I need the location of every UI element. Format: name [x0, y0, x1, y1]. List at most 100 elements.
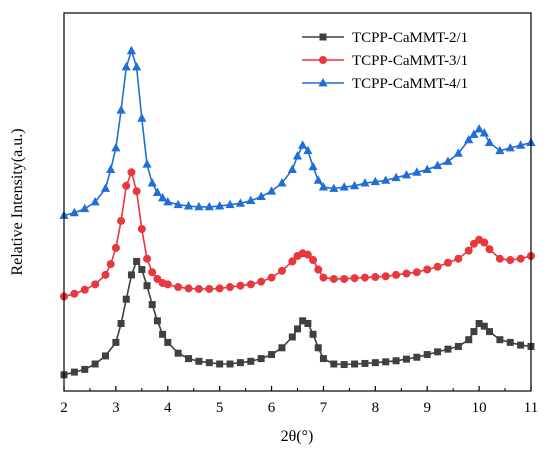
data-point [143, 254, 152, 263]
data-point [148, 268, 157, 277]
data-point [350, 274, 359, 283]
data-point [381, 175, 391, 184]
data-point [226, 283, 235, 292]
legend-item: TCPP-CaMMT-3/1 [302, 53, 468, 69]
data-point [443, 258, 452, 267]
data-point [351, 360, 359, 368]
x-tick-label: 3 [112, 400, 120, 416]
data-point [402, 355, 410, 363]
data-point [495, 254, 504, 263]
data-point [433, 262, 442, 271]
data-point [236, 281, 245, 290]
data-point [91, 360, 99, 368]
data-point [205, 284, 214, 293]
x-tick-label: 2 [60, 400, 68, 416]
legend-item: TCPP-CaMMT-2/1 [302, 30, 468, 46]
data-point [485, 328, 493, 336]
data-point [147, 178, 157, 187]
legend: TCPP-CaMMT-2/1 TCPP-CaMMT-3/1 TCPP-CaMMT-4… [302, 30, 468, 92]
data-point [112, 338, 120, 346]
data-point [475, 320, 483, 327]
data-point [137, 225, 146, 233]
data-point [454, 254, 463, 263]
x-tick-label: 7 [320, 400, 328, 416]
data-point [308, 161, 318, 171]
x-tick-label: 5 [216, 400, 224, 416]
data-point [299, 317, 307, 325]
data-point [216, 360, 224, 368]
data-point [294, 325, 301, 333]
data-point [433, 160, 443, 169]
data-point [303, 250, 312, 259]
data-point [370, 176, 380, 186]
data-point [267, 273, 276, 282]
data-point [194, 284, 203, 293]
data-point [247, 357, 255, 365]
plot-area [59, 45, 536, 379]
data-point [138, 266, 146, 273]
data-point [464, 246, 473, 255]
series [59, 45, 536, 219]
x-tick-label: 11 [524, 400, 538, 416]
data-point [277, 266, 286, 275]
data-point [371, 273, 380, 282]
data-point [101, 270, 110, 279]
data-point [266, 186, 277, 195]
data-point [117, 320, 125, 327]
data-point [313, 175, 323, 184]
data-point [505, 143, 515, 152]
data-point [204, 201, 214, 211]
data-point [319, 273, 328, 282]
data-point [314, 344, 322, 352]
data-point [401, 170, 412, 179]
data-point [157, 192, 168, 202]
data-point [287, 164, 297, 173]
data-point [412, 167, 422, 176]
data-point [434, 348, 442, 356]
data-point [465, 336, 473, 344]
data-point [121, 62, 131, 71]
data-point [137, 113, 147, 122]
data-point [329, 274, 338, 283]
data-point [318, 182, 329, 191]
data-point [277, 178, 287, 187]
data-point [496, 336, 504, 344]
data-point [106, 260, 115, 269]
x-tick-label: 8 [372, 400, 380, 416]
data-point [195, 357, 203, 365]
data-point [506, 256, 515, 265]
x-axis: 2 3 4 5 6 7 8 9 10 11 [60, 386, 538, 416]
x-tick-label: 10 [472, 400, 487, 416]
data-point [102, 352, 110, 360]
data-point [340, 274, 349, 283]
data-point [314, 265, 323, 274]
data-point [303, 145, 313, 155]
data-point [142, 159, 152, 168]
data-point [194, 201, 204, 211]
data-point [80, 285, 89, 294]
data-point [80, 203, 90, 213]
data-point [330, 360, 338, 368]
legend-label: TCPP-CaMMT-2/1 [352, 30, 468, 46]
data-point [132, 62, 142, 71]
data-point [257, 355, 265, 363]
x-tick-label: 6 [268, 400, 276, 416]
data-point [402, 269, 411, 278]
data-point [339, 182, 349, 191]
data-point [516, 140, 526, 149]
data-point [469, 129, 479, 138]
data-point [454, 342, 462, 350]
data-point [132, 187, 141, 196]
data-point [184, 284, 193, 293]
data-point [90, 197, 100, 206]
data-point [516, 254, 525, 263]
data-point [360, 273, 369, 282]
legend-label: TCPP-CaMMT-3/1 [352, 53, 468, 69]
data-point [122, 181, 131, 190]
data-point [235, 198, 246, 207]
data-point [392, 357, 400, 365]
data-point [106, 164, 116, 173]
data-point [225, 199, 235, 209]
data-point [246, 195, 256, 205]
